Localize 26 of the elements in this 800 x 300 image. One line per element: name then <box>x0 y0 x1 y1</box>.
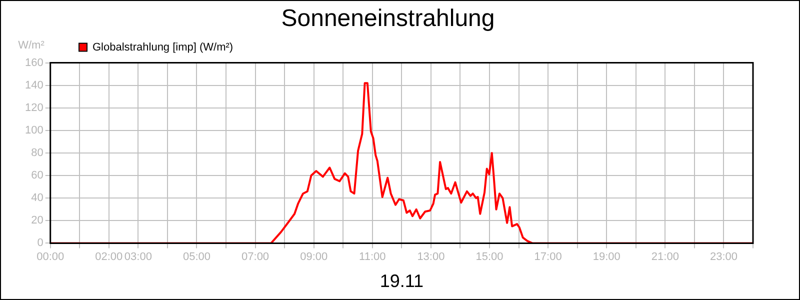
x-tick-label: 21:00 <box>651 250 679 263</box>
y-tick-label: 120 <box>24 102 44 114</box>
x-tick-label: 11:00 <box>359 250 386 263</box>
x-tick-label: 03:00 <box>124 250 152 263</box>
legend-label: Globalstrahlung [imp] (W/m²) <box>92 41 234 54</box>
chart-title: Sonneneinstrahlung <box>281 5 495 32</box>
x-tick-label: 15:00 <box>476 250 504 263</box>
x-tick-label: 02:00 <box>95 250 123 263</box>
y-tick-label: 20 <box>31 214 44 227</box>
x-axis-title: 19.11 <box>380 271 424 292</box>
y-tick-label: 80 <box>31 147 44 160</box>
y-tick-label: 40 <box>31 192 44 204</box>
x-tick-label: 17:00 <box>534 250 562 263</box>
x-tick-label: 07:00 <box>242 250 270 263</box>
x-tick-label: 19:00 <box>592 250 620 263</box>
x-tick-label: 05:00 <box>182 250 211 263</box>
y-tick-label: 0 <box>37 237 44 250</box>
y-tick-label: 160 <box>24 56 44 69</box>
x-tick-label: 23:00 <box>710 250 738 263</box>
x-tick-label: 13:00 <box>417 250 445 263</box>
y-tick-label: 100 <box>24 124 44 136</box>
x-tick-label: 09:00 <box>300 250 328 263</box>
y-tick-label: 140 <box>24 79 44 92</box>
x-tick-label: 00:00 <box>36 250 64 263</box>
y-tick-label: 60 <box>31 170 44 182</box>
y-axis-title: W/m² <box>18 39 45 52</box>
